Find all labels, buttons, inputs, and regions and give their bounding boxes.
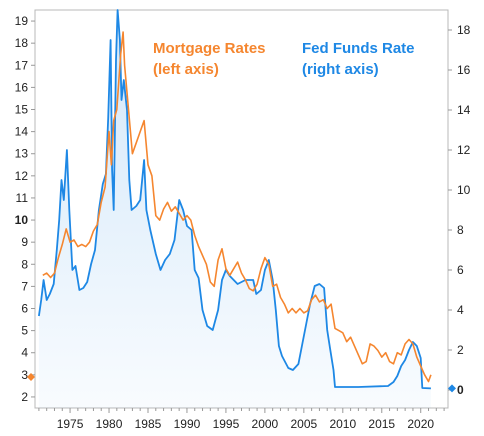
right-tick-label: 18 xyxy=(457,23,471,37)
left-tick-label: 15 xyxy=(15,103,29,117)
right-tick-label: 2 xyxy=(457,343,464,357)
x-tick-label: 1980 xyxy=(96,417,123,431)
right-tick-label: 6 xyxy=(457,263,464,277)
left-tick-label: 8 xyxy=(21,257,28,271)
x-tick-label: 2005 xyxy=(290,417,317,431)
left-tick-label: 12 xyxy=(15,169,29,183)
legend-fed-axis: (right axis) xyxy=(302,61,379,78)
legend-mortgage-title: Mortgage Rates xyxy=(153,40,266,57)
left-tick-label: 14 xyxy=(15,125,29,139)
right-tick-label: 8 xyxy=(457,223,464,237)
left-tick-label: 16 xyxy=(15,80,29,94)
fed-funds-area xyxy=(38,10,431,408)
left-tick-label: 13 xyxy=(15,147,29,161)
left-tick-label: 11 xyxy=(16,191,29,205)
x-tick-label: 2000 xyxy=(252,417,279,431)
x-tick-label: 1985 xyxy=(135,417,162,431)
x-tick-label: 1995 xyxy=(213,417,240,431)
fed-funds-current-marker xyxy=(448,384,456,393)
x-tick-label: 1975 xyxy=(57,417,84,431)
legend: Mortgage Rates (left axis) Fed Funds Rat… xyxy=(153,40,415,78)
left-tick-label: 6 xyxy=(21,302,28,316)
right-tick-label: 16 xyxy=(457,63,471,77)
x-tick-label: 2015 xyxy=(368,417,395,431)
right-tick-label: 14 xyxy=(457,103,471,117)
left-tick-label: 19 xyxy=(15,14,29,28)
legend-fed-title: Fed Funds Rate xyxy=(302,40,415,57)
mortgage-rate-line xyxy=(42,31,432,383)
left-tick-label: 18 xyxy=(15,36,29,50)
left-tick-label: 10 xyxy=(15,213,29,227)
right-tick-label: 10 xyxy=(457,183,471,197)
left-tick-label: 5 xyxy=(21,324,28,338)
right-tick-label: 12 xyxy=(457,143,471,157)
left-tick-label: 2 xyxy=(21,390,28,404)
left-tick-label: 4 xyxy=(21,346,28,360)
right-tick-label: 4 xyxy=(457,303,464,317)
left-axis: 2 3 4 5 6 7 8 9 10 11 12 13 14 15 16 17 18 19 xyxy=(15,14,35,404)
x-axis: 1975 1980 1985 1990 1995 2000 2005 2010 2015 2020 xyxy=(38,408,445,431)
legend-mortgage-axis: (left axis) xyxy=(153,61,219,78)
right-tick-label: 0 xyxy=(457,383,464,397)
right-axis: 0 2 4 6 8 10 12 14 16 18 xyxy=(448,23,471,397)
x-tick-label: 2010 xyxy=(329,417,356,431)
mortgage-current-marker xyxy=(27,373,35,382)
series-layer xyxy=(27,9,456,408)
left-tick-label: 7 xyxy=(21,279,28,293)
fed-funds-line xyxy=(38,9,431,390)
x-tick-label: 2020 xyxy=(407,417,434,431)
left-tick-label: 9 xyxy=(21,235,28,249)
left-tick-label: 3 xyxy=(21,368,28,382)
left-tick-label: 17 xyxy=(15,58,29,72)
x-tick-label: 1990 xyxy=(174,417,201,431)
